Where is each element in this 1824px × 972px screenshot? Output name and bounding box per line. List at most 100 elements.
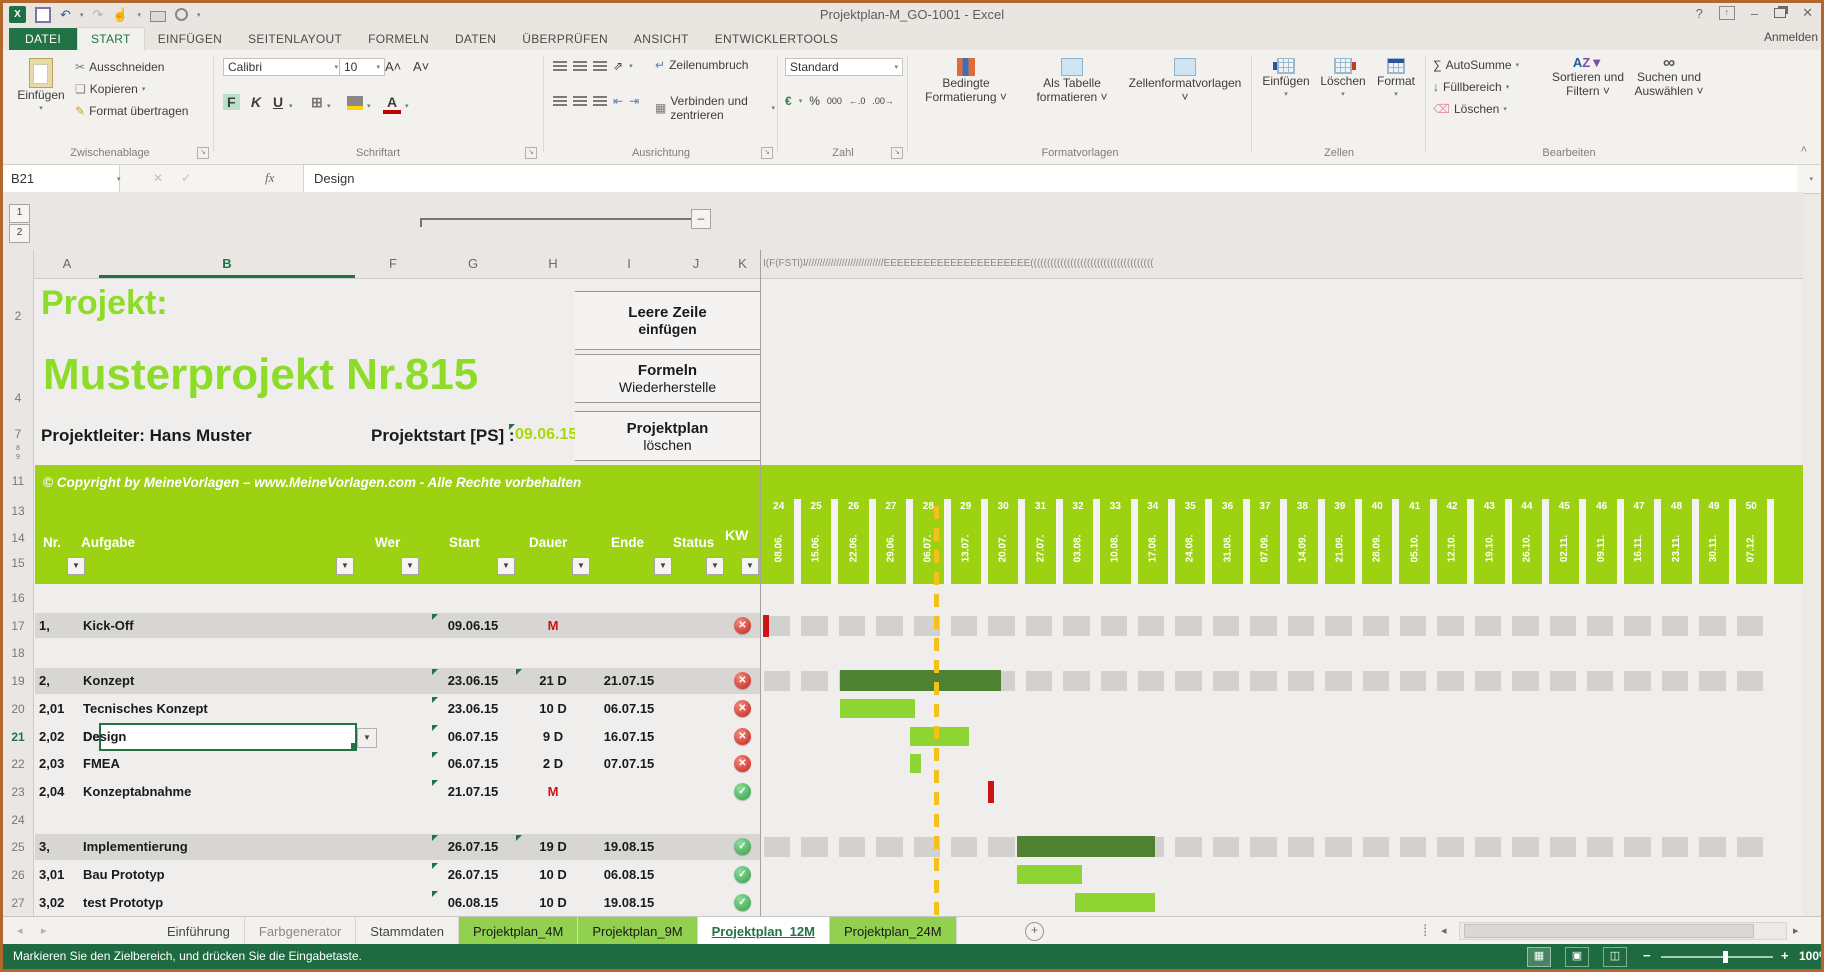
- sheet-tab-projektplan_4m[interactable]: Projektplan_4M: [458, 917, 579, 945]
- ribbon-tab-einfügen[interactable]: EINFÜGEN: [157, 32, 223, 46]
- filter-button-1[interactable]: ▼: [336, 557, 354, 575]
- align-center-icon[interactable]: [573, 96, 587, 106]
- align-left-icon[interactable]: [553, 96, 567, 106]
- row-header-24[interactable]: 24: [11, 812, 25, 827]
- row-header-27[interactable]: 27: [11, 895, 25, 910]
- ribbon-tab-daten[interactable]: DATEN: [454, 32, 497, 46]
- collapse-group-button[interactable]: –: [691, 209, 711, 229]
- font-color-button[interactable]: A: [383, 94, 402, 114]
- zoom-slider-thumb[interactable]: [1723, 951, 1728, 963]
- touch-dropdown-icon[interactable]: ▾: [137, 11, 142, 19]
- fill-color-button[interactable]: [347, 96, 363, 110]
- delete-plan-button[interactable]: Projektplan löschen: [575, 411, 760, 461]
- tab-scroll-left-icon[interactable]: ◂: [17, 925, 23, 937]
- row-header-8[interactable]: 8: [16, 445, 20, 452]
- bold-button[interactable]: F: [223, 94, 240, 110]
- font-name-combo[interactable]: Calibri ▾: [223, 58, 343, 76]
- column-header-A[interactable]: A: [62, 256, 72, 271]
- normal-view-icon[interactable]: ▦: [1527, 947, 1551, 967]
- format-cells-button[interactable]: Format ▾: [1371, 58, 1421, 102]
- name-box-dropdown-icon[interactable]: ▾: [117, 176, 121, 183]
- gantt-bar-light[interactable]: [1016, 865, 1082, 884]
- wrap-text-button[interactable]: ↵ Zeilenumbruch: [655, 58, 749, 72]
- hscroll-right-icon[interactable]: ▸: [1793, 925, 1799, 937]
- status-ok-icon[interactable]: ✓: [734, 838, 751, 856]
- horizontal-scrollbar[interactable]: [1459, 922, 1787, 940]
- gantt-bar-light[interactable]: [909, 754, 921, 774]
- zoom-slider[interactable]: [1661, 956, 1773, 958]
- number-dialog-launcher-icon[interactable]: ↘: [891, 147, 903, 159]
- ribbon-tab-überprüfen[interactable]: ÜBERPRÜFEN: [522, 32, 608, 46]
- sheet-tab-projektplan_12m[interactable]: Projektplan_12M: [697, 917, 830, 945]
- sign-in-link[interactable]: Anmelden: [1763, 30, 1818, 44]
- italic-button[interactable]: K: [251, 94, 262, 110]
- currency-dropdown-icon[interactable]: ▾: [798, 98, 803, 105]
- close-icon[interactable]: ✕: [1802, 5, 1813, 20]
- row-header-17[interactable]: 17: [11, 618, 25, 633]
- status-late-icon[interactable]: ✕: [734, 755, 751, 773]
- filter-button-7[interactable]: ▼: [741, 557, 759, 575]
- column-header-F[interactable]: F: [389, 256, 397, 271]
- insert-empty-row-button[interactable]: Leere Zeile einfügen: [575, 291, 760, 350]
- undo-icon[interactable]: ↶: [60, 7, 71, 22]
- zoom-out-icon[interactable]: −: [1643, 948, 1651, 963]
- save-icon[interactable]: [35, 6, 51, 23]
- restore-icon[interactable]: [1774, 8, 1787, 18]
- redo-icon[interactable]: ↷: [92, 7, 104, 22]
- delete-cells-button[interactable]: Löschen ▾: [1317, 58, 1369, 102]
- find-select-button[interactable]: ∞ Suchen und Auswählen ˅: [1634, 53, 1704, 98]
- status-late-icon[interactable]: ✕: [734, 672, 751, 690]
- font-color-dropdown-icon[interactable]: ▾: [405, 103, 409, 110]
- filter-button-3[interactable]: ▼: [497, 557, 515, 575]
- excel-logo-icon[interactable]: X: [9, 6, 26, 23]
- underline-dropdown-icon[interactable]: ▾: [289, 103, 293, 110]
- ribbon-tab-ansicht[interactable]: ANSICHT: [633, 32, 689, 46]
- expand-formula-bar-icon[interactable]: ▾: [1809, 176, 1813, 183]
- row-header-9[interactable]: 9: [16, 454, 20, 461]
- status-ok-icon[interactable]: ✓: [734, 782, 751, 800]
- row-header-25[interactable]: 25: [11, 840, 25, 855]
- qat-dropdown-icon[interactable]: ▾: [197, 11, 201, 19]
- paste-button[interactable]: Einfügen ▾: [15, 58, 67, 116]
- grow-font-button[interactable]: A˄: [385, 59, 402, 74]
- increase-decimal-icon[interactable]: ←.0: [848, 96, 866, 106]
- merge-center-button[interactable]: ▦ Verbinden und zentrieren ▾: [655, 94, 775, 122]
- fill-color-dropdown-icon[interactable]: ▾: [367, 103, 371, 110]
- align-bottom-icon[interactable]: [593, 61, 607, 71]
- currency-format-icon[interactable]: €: [785, 94, 792, 108]
- orientation-icon[interactable]: ⇗: [613, 59, 624, 73]
- collapse-ribbon-icon[interactable]: ˄: [1800, 144, 1807, 156]
- row-header-13[interactable]: 13: [11, 504, 25, 518]
- orientation-dropdown-icon[interactable]: ▾: [629, 63, 633, 70]
- gantt-bar-light[interactable]: [1075, 892, 1156, 912]
- column-header-H[interactable]: H: [548, 256, 558, 271]
- borders-button[interactable]: ⊞: [311, 94, 323, 110]
- conditional-formatting-button[interactable]: Bedingte Formatierung ˅: [915, 58, 1017, 104]
- filter-button-2[interactable]: ▼: [401, 557, 419, 575]
- outline-level-1[interactable]: 1: [9, 204, 30, 223]
- tab-splitter-icon[interactable]: ⁞: [1423, 923, 1428, 940]
- new-sheet-button[interactable]: +: [1025, 922, 1044, 941]
- row-header-26[interactable]: 26: [11, 868, 25, 882]
- row-header-2[interactable]: 2: [14, 309, 22, 323]
- ribbon-tab-datei[interactable]: DATEI: [9, 28, 77, 50]
- ribbon-tab-seitenlayout[interactable]: SEITENLAYOUT: [248, 32, 343, 46]
- row-header-4[interactable]: 4: [14, 391, 22, 405]
- autosum-button[interactable]: ∑ AutoSumme ▾: [1433, 58, 1520, 72]
- sheet-tab-projektplan_9m[interactable]: Projektplan_9M: [578, 917, 698, 945]
- confirm-entry-icon[interactable]: ✓: [181, 171, 192, 185]
- gantt-bar-light[interactable]: [909, 726, 970, 746]
- column-header-K[interactable]: K: [738, 256, 747, 271]
- row-header-14[interactable]: 14: [11, 531, 25, 545]
- font-size-combo[interactable]: 10 ▾: [339, 58, 385, 76]
- cut-button[interactable]: ✂ Ausschneiden: [75, 60, 165, 74]
- zoom-in-icon[interactable]: +: [1781, 948, 1789, 963]
- row-header-7[interactable]: 7: [14, 427, 22, 441]
- name-box[interactable]: B21: [3, 165, 120, 192]
- cancel-entry-icon[interactable]: ✕: [153, 171, 164, 185]
- magnifier-icon[interactable]: [175, 8, 189, 21]
- fx-icon[interactable]: fx: [265, 170, 275, 185]
- row-header-11[interactable]: 11: [11, 474, 25, 488]
- cell-styles-button[interactable]: Zellenformatvorlagen ˅: [1125, 58, 1245, 104]
- hscroll-left-icon[interactable]: ◂: [1441, 925, 1447, 937]
